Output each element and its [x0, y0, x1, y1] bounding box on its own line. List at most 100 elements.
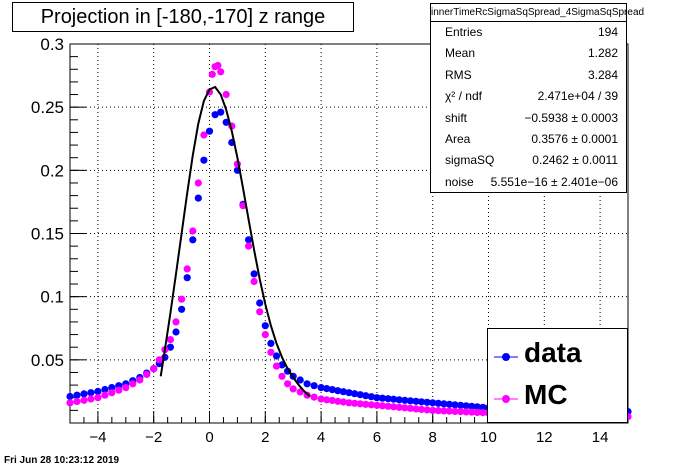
MC-point: [445, 407, 453, 415]
MC-point: [178, 295, 186, 303]
data-point: [417, 398, 426, 406]
data-point: [205, 127, 214, 135]
series-fit: [159, 85, 311, 398]
data-point: [66, 392, 74, 401]
stats-value: −0.5938 ± 0.0003: [524, 110, 618, 125]
data-point: [423, 398, 431, 406]
MC-point: [101, 391, 109, 399]
MC-point: [284, 380, 292, 388]
data-point: [272, 352, 281, 360]
MC-point: [214, 61, 222, 70]
MC-point: [434, 407, 442, 415]
data-point: [172, 328, 180, 336]
x-tick-label: 0: [205, 429, 213, 446]
stats-label: Area: [445, 131, 471, 146]
stats-histogram-name: innerTimeRcSigmaSqSpread_4SigmaSqSpread: [431, 4, 644, 22]
data-point: [362, 392, 370, 400]
data-point: [267, 339, 275, 347]
MC-point: [94, 394, 102, 402]
legend-marker-data-icon: [494, 353, 518, 361]
MC-point: [239, 202, 247, 210]
stats-label: Entries: [445, 25, 483, 39]
MC-point: [462, 408, 470, 416]
data-point: [373, 394, 381, 402]
MC-point: [367, 401, 375, 409]
MC-point: [222, 90, 230, 99]
data-point: [457, 401, 465, 409]
x-tick-label: 2: [261, 429, 269, 446]
MC-point: [390, 403, 398, 411]
data-point: [178, 305, 186, 313]
stats-row: Area 0.3576 ± 0.0001: [431, 129, 626, 150]
data-point: [406, 397, 414, 405]
data-point: [378, 394, 387, 402]
stats-label: RMS: [445, 67, 472, 82]
legend-entry-mc: MC: [488, 377, 627, 423]
MC-point: [345, 399, 353, 407]
stats-label: noise: [445, 174, 474, 189]
MC-point: [143, 370, 151, 378]
legend-label-mc: MC: [524, 379, 568, 410]
data-point: [351, 390, 359, 398]
stats-value: 0.3576 ± 0.0001: [531, 131, 618, 146]
x-tick-label: 12: [536, 429, 553, 446]
MC-point: [384, 402, 392, 410]
data-point: [73, 391, 81, 399]
MC-point: [256, 308, 264, 316]
MC-point: [200, 131, 208, 139]
data-point: [296, 376, 304, 384]
MC-point: [136, 376, 144, 384]
MC-point: [172, 318, 180, 326]
data-point: [328, 386, 336, 394]
MC-point: [115, 386, 123, 394]
MC-point: [122, 384, 130, 392]
MC-point: [351, 399, 359, 407]
data-point: [189, 236, 197, 244]
x-tick-label: 4: [317, 429, 325, 446]
data-point: [462, 402, 470, 410]
data-point: [108, 384, 116, 392]
data-point: [440, 400, 448, 408]
data-point: [87, 389, 95, 397]
data-point: [451, 401, 459, 409]
data-point: [473, 403, 481, 411]
data-point: [194, 194, 202, 202]
MC-point: [479, 409, 487, 417]
MC-point: [155, 356, 163, 364]
MC-point: [429, 406, 437, 414]
MC-point: [66, 399, 74, 407]
MC-point: [473, 408, 481, 416]
data-point: [479, 403, 487, 411]
stats-box: innerTimeRcSigmaSqSpread_4SigmaSqSpread …: [430, 3, 644, 193]
MC-point: [261, 331, 269, 339]
stats-label: sigmaSQ: [445, 153, 495, 168]
MC-point: [87, 395, 95, 403]
stats-value: 194: [597, 25, 618, 39]
data-point: [395, 396, 403, 404]
MC-point: [289, 385, 297, 393]
stats-rows: Entries 194 Mean 1.282 RMS 3.284 χ² / ndf 2.471…: [431, 22, 626, 193]
fit-curve: [159, 85, 311, 398]
data-point: [101, 385, 109, 394]
data-point: [183, 274, 191, 282]
data-point: [217, 108, 225, 116]
MC-point: [440, 407, 448, 415]
data-point: [80, 390, 88, 398]
data-point: [434, 399, 442, 407]
legend-entry-data: data: [488, 331, 627, 377]
stats-row: noise 5.551e−16 ± 2.401e−06: [431, 172, 626, 193]
data-point: [367, 393, 375, 401]
MC-point: [362, 400, 370, 408]
MC-point: [245, 242, 253, 250]
data-point: [261, 322, 269, 330]
stats-label: shift: [445, 110, 468, 125]
MC-point: [150, 365, 158, 373]
legend-label-data: data: [524, 337, 582, 368]
data-point: [445, 400, 453, 408]
MC-point: [80, 396, 88, 404]
MC-point: [323, 396, 331, 404]
footer-timestamp: Fri Jun 28 10:23:12 2019: [4, 455, 120, 466]
y-tick-label: 0.15: [31, 225, 64, 244]
stats-value: 1.282: [587, 46, 618, 61]
x-tick-label: −4: [89, 429, 106, 446]
